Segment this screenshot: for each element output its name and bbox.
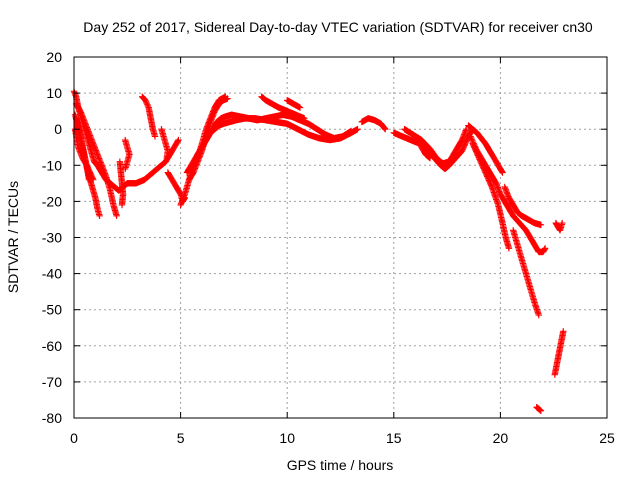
data-marker [174, 137, 182, 145]
series-track-21 [465, 122, 506, 176]
y-tick-label: -70 [42, 374, 62, 390]
x-axis-label: GPS time / hours [287, 457, 394, 473]
data-marker [382, 126, 389, 133]
data-marker [301, 115, 308, 122]
series-track-19 [401, 126, 470, 167]
x-tick-label: 15 [386, 430, 402, 446]
x-tick-label: 0 [70, 430, 78, 446]
data-marker [296, 104, 304, 111]
y-tick-label: -60 [42, 338, 62, 354]
series-track-26 [533, 403, 545, 414]
series-track-27 [551, 328, 567, 378]
data-marker [468, 136, 476, 143]
data-marker [113, 212, 120, 220]
series-track-28 [552, 219, 566, 234]
data-marker [498, 168, 506, 175]
data-marker [175, 136, 182, 144]
data-marker [467, 133, 474, 140]
y-tick-label: -80 [42, 410, 62, 426]
data-marker [144, 102, 152, 110]
y-axis-label: SDTVAR / TECUs [5, 181, 21, 293]
data-marker [488, 182, 495, 189]
series-track-23 [501, 183, 545, 229]
data-marker [96, 212, 103, 220]
grid [74, 57, 607, 418]
y-tick-label: 0 [54, 121, 62, 137]
data-marker [222, 93, 229, 100]
data-marker [142, 97, 149, 104]
series-track-24 [469, 140, 513, 252]
x-tick-label: 20 [493, 430, 509, 446]
data-marker [144, 101, 151, 108]
data-marker [535, 311, 542, 319]
x-tick-label: 25 [599, 430, 615, 446]
series-track-3 [72, 100, 120, 220]
data-marker [467, 134, 475, 142]
ticks: 0 5 10 15 20 25 -80 -70 -60 -50 -40 -30 -20 -10 0 10 20 [42, 49, 615, 446]
y-tick-label: -20 [42, 193, 62, 209]
series-track-16 [284, 97, 304, 111]
data-marker [537, 221, 545, 229]
series-track-14 [194, 93, 229, 162]
data-marker [142, 98, 150, 105]
data-marker [143, 100, 150, 107]
data-marker [505, 245, 513, 252]
y-tick-label: -50 [42, 302, 62, 318]
x-tick-label: 5 [177, 430, 185, 446]
data-marker [380, 124, 388, 131]
y-tick-label: 20 [46, 49, 62, 65]
y-tick-label: 10 [46, 85, 62, 101]
data-marker [463, 126, 470, 133]
data-marker [163, 154, 170, 162]
data-marker [118, 201, 126, 209]
data-marker [560, 328, 567, 335]
chart-title: Day 252 of 2017, Sidereal Day-to-day VTE… [83, 19, 593, 35]
data-points [70, 88, 567, 414]
y-tick-label: -40 [42, 266, 62, 282]
x-tick-label: 10 [279, 430, 295, 446]
series-track-7 [116, 158, 127, 209]
data-marker [151, 133, 159, 140]
y-tick-label: -10 [42, 157, 62, 173]
y-tick-label: -30 [42, 230, 62, 246]
data-marker [354, 126, 361, 133]
data-marker [559, 219, 566, 227]
data-marker [89, 176, 97, 183]
series-track-25 [509, 227, 542, 319]
data-marker [537, 407, 545, 414]
series-track-15 [258, 93, 308, 122]
data-marker [381, 125, 388, 132]
series-track-8 [139, 93, 159, 140]
series-track-9 [158, 126, 172, 162]
data-marker [347, 127, 355, 135]
data-marker [426, 154, 434, 162]
data-marker [541, 245, 549, 252]
series-track-20 [418, 144, 434, 162]
series-track-17 [358, 115, 389, 133]
data-marker [499, 169, 506, 176]
